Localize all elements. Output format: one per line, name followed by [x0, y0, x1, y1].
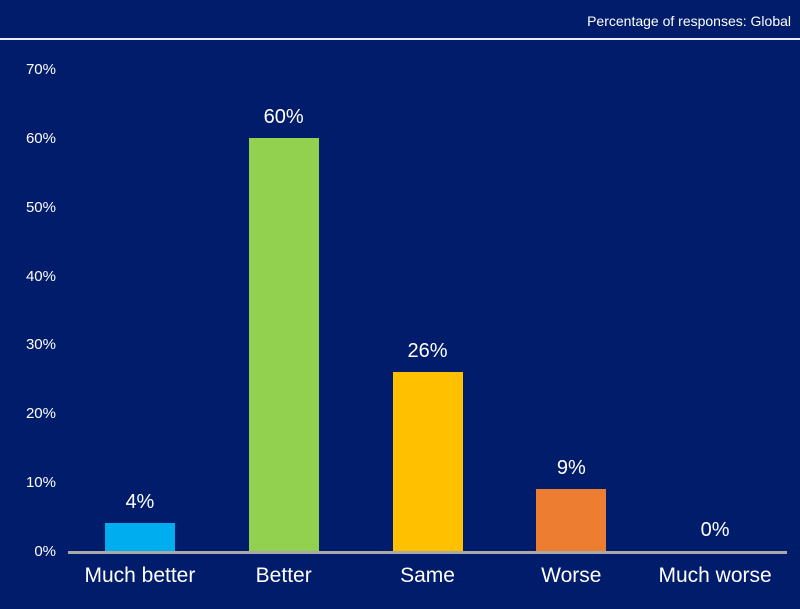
y-axis-tick-label: 10%: [25, 474, 56, 492]
value-label: 4%: [125, 491, 155, 514]
value-label: 60%: [263, 105, 304, 128]
y-axis-tick-label: 30%: [25, 336, 56, 354]
bar-much-better: [104, 523, 175, 551]
x-axis-category-label: Same: [400, 564, 455, 587]
x-axis-category-label: Worse: [541, 564, 602, 587]
y-axis-tick-label: 20%: [25, 405, 56, 423]
x-axis-category-label: Much worse: [658, 564, 772, 587]
bar-same: [392, 371, 463, 551]
y-axis-tick-label: 40%: [25, 267, 56, 285]
value-label: 26%: [407, 339, 448, 362]
value-label: 9%: [556, 457, 586, 480]
x-axis-line: [68, 551, 787, 554]
y-axis-tick-label: 50%: [25, 198, 56, 216]
y-axis-tick-label: 70%: [25, 61, 56, 78]
x-axis-category-label: Better: [255, 564, 312, 587]
header-note: Percentage of responses: Global: [587, 13, 791, 29]
y-axis-tick-label: 60%: [25, 129, 56, 147]
header-divider: [0, 38, 800, 40]
value-label: 0%: [700, 519, 730, 541]
bar-better: [248, 137, 319, 551]
bar-worse: [536, 489, 607, 551]
x-axis-category-label: Much better: [84, 564, 196, 587]
y-axis-tick-label: 0%: [34, 543, 56, 560]
